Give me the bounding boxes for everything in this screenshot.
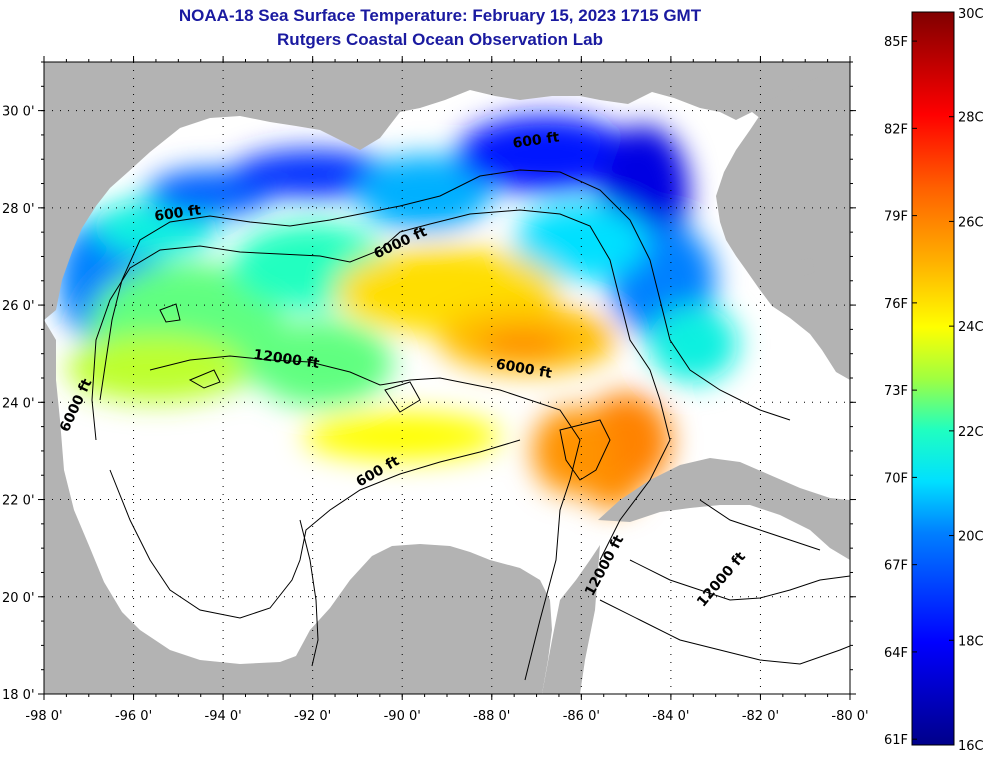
colorbar-c-label: 30C — [958, 7, 984, 22]
lon-tick-label: -82 0' — [742, 709, 779, 724]
lat-tick-label: 20 0' — [2, 591, 35, 606]
colorbar-f-label: 61F — [884, 733, 908, 748]
colorbar-c-label: 20C — [958, 530, 984, 545]
sst-patch — [303, 412, 501, 461]
lat-tick-label: 18 0' — [2, 688, 35, 703]
lon-tick-label: -94 0' — [205, 709, 242, 724]
colorbar-f-label: 67F — [884, 559, 908, 574]
lon-tick-label: -86 0' — [563, 709, 600, 724]
colorbar — [911, 11, 955, 746]
sst-patch — [249, 319, 394, 408]
lat-tick-label: 26 0' — [2, 299, 35, 314]
lat-tick-label: 30 0' — [2, 105, 35, 120]
sst-layer — [57, 115, 739, 510]
sst-patch — [232, 149, 394, 199]
colorbar-c-label: 18C — [958, 634, 984, 649]
sst-patch — [478, 334, 568, 354]
lon-tick-label: -88 0' — [473, 709, 510, 724]
lat-tick-label: 22 0' — [2, 494, 35, 509]
us-land — [44, 62, 850, 320]
colorbar-f-label: 73F — [884, 384, 908, 399]
lat-tick-label: 24 0' — [2, 396, 35, 411]
contour-label: 600 ft — [512, 129, 561, 151]
lon-tick-label: -90 0' — [384, 709, 421, 724]
colorbar-f-label: 82F — [884, 122, 908, 137]
map-subtitle: Rutgers Coastal Ocean Observation Lab — [277, 30, 603, 49]
mexico-land — [44, 320, 552, 694]
lon-tick-label: -84 0' — [652, 709, 689, 724]
bathymetry-contours — [91, 169, 850, 681]
cuba-land — [598, 458, 850, 560]
sst-patch — [455, 115, 636, 194]
sst-patch — [532, 407, 613, 495]
lon-tick-label: -96 0' — [115, 709, 152, 724]
colorbar-f-label: 85F — [884, 35, 908, 50]
land — [44, 62, 850, 694]
yucatan-land — [542, 545, 600, 694]
map-title: NOAA-18 Sea Surface Temperature: Februar… — [178, 6, 702, 25]
colorbar-c-label: 16C — [958, 739, 984, 754]
contour-label: 600 ft — [153, 202, 202, 224]
sst-patch — [514, 202, 649, 281]
lat-tick-label: 28 0' — [2, 202, 35, 217]
colorbar-ticks: 30C 28C 26C 24C 22C 20C 18C 16C 85F 82F 79F 76F 73F 7… — [884, 7, 984, 754]
sst-patch — [648, 305, 739, 383]
lon-tick-label: -80 0' — [831, 709, 868, 724]
lon-tick-label: -92 0' — [294, 709, 331, 724]
colorbar-c-label: 24C — [958, 320, 984, 335]
lon-tick-label: -98 0' — [25, 709, 62, 724]
axis-ticks: -98 0' -96 0' -94 0' -92 0' -90 0' -88 0' -86 … — [2, 56, 869, 724]
colorbar-c-label: 26C — [958, 215, 984, 230]
colorbar-f-label: 79F — [884, 210, 908, 225]
colorbar-c-label: 22C — [958, 425, 984, 440]
colorbar-f-label: 76F — [884, 297, 908, 312]
sst-patch — [357, 154, 492, 233]
colorbar-f-label: 70F — [884, 471, 908, 486]
florida-land — [716, 62, 850, 380]
colorbar-f-label: 64F — [884, 646, 908, 661]
colorbar-c-label: 28C — [958, 111, 984, 126]
